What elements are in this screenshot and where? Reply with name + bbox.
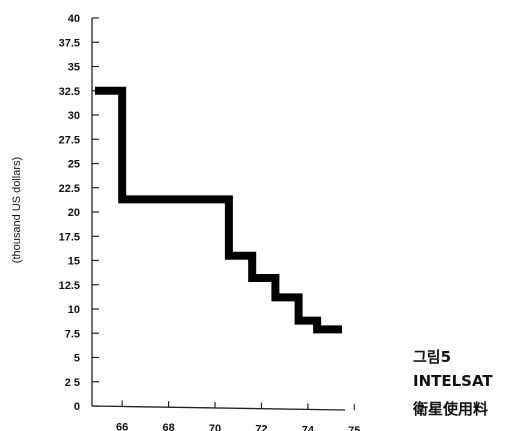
x-tick-label: 74 (302, 424, 315, 431)
y-tick-label: 37.5 (59, 37, 80, 49)
x-tick-label: 70 (209, 423, 221, 431)
figure-number: 그림5 (413, 348, 452, 366)
y-tick-label: 22.5 (59, 183, 80, 195)
figure-title-fee: 衛星使用料 (413, 400, 489, 418)
y-tick-label: 25 (68, 159, 80, 171)
y-tick-label: 2 5 (65, 377, 80, 389)
y-tick-label: 5 (74, 353, 80, 365)
y-ticks: 0 2 5 5 7.5 10 12.5 15 17.5 20 22.5 25 27.5 30 32.5 35… (59, 13, 99, 413)
y-tick-label: 15 (68, 256, 80, 268)
x-tick-label: 75 (348, 425, 360, 431)
y-tick-label: 10 (68, 304, 80, 316)
y-tick-label: 35 (68, 62, 80, 74)
y-tick-label: 40 (68, 13, 80, 25)
y-tick-label: 20 (68, 207, 80, 219)
y-tick-label: 17.5 (59, 231, 80, 243)
x-tick-label: 72 (255, 424, 267, 431)
x-ticks: 66 68 70 72 74 75 (116, 400, 360, 431)
y-tick-label: 27.5 (59, 134, 80, 146)
y-tick-label: 12.5 (59, 280, 80, 292)
x-tick-label: 68 (162, 422, 174, 431)
y-tick-label: 32.5 (59, 86, 80, 98)
x-axis-line (91, 405, 346, 411)
figure-title-intelsat: INTELSAT (413, 372, 493, 390)
y-axis-label: (thousand US dollars) (11, 157, 23, 263)
series-group (95, 86, 342, 334)
series-line (95, 86, 342, 334)
y-tick-label: 0 (74, 401, 80, 413)
x-tick-label: 66 (116, 421, 128, 431)
y-tick-label: 7.5 (65, 328, 80, 340)
y-tick-label: 30 (68, 110, 80, 122)
